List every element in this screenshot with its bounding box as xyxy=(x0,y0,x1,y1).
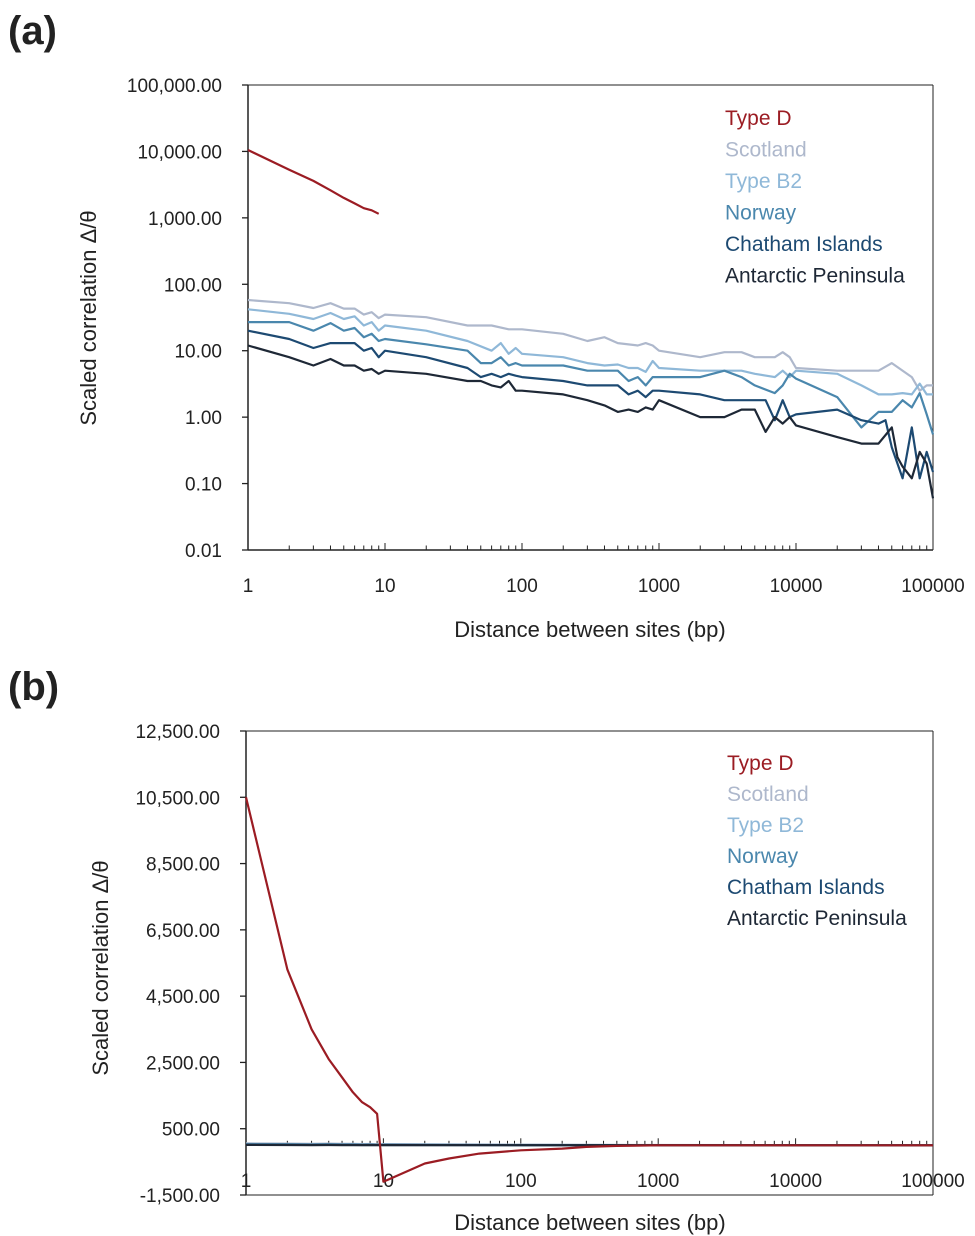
x-tick-label: 100 xyxy=(506,576,538,597)
series-line-type-d xyxy=(247,149,380,215)
legend-item: Antarctic Peninsula xyxy=(727,907,907,930)
series-line-norway xyxy=(248,321,935,435)
y-tick-label: 100,000.00 xyxy=(127,76,222,97)
x-tick-label: 1000 xyxy=(638,576,680,597)
x-tick-label: 10000 xyxy=(770,576,823,597)
x-tick-label: 10000 xyxy=(769,1171,822,1192)
panel-label: (a) xyxy=(8,9,57,53)
series-line-chatham-islands xyxy=(247,329,935,480)
series-line-scotland xyxy=(247,298,933,392)
x-tick-label: 1000 xyxy=(637,1171,679,1192)
x-tick-label: 100000 xyxy=(901,576,964,597)
y-tick-label: 12,500.00 xyxy=(135,722,220,743)
y-axis-title: Scaled correlation Δ/θ xyxy=(76,210,101,425)
y-tick-label: 1.00 xyxy=(185,408,222,429)
legend-item: Norway xyxy=(725,202,797,225)
x-axis-title: Distance between sites (bp) xyxy=(454,1210,725,1235)
series-line-antarctic-peninsula xyxy=(247,344,935,499)
legend-item: Antarctic Peninsula xyxy=(725,265,905,288)
legend-item: Scotland xyxy=(725,139,807,162)
y-tick-label: 6,500.00 xyxy=(146,921,220,942)
x-tick-label: 1 xyxy=(243,576,254,597)
x-tick-label: 10 xyxy=(374,576,395,597)
y-tick-label: 10,000.00 xyxy=(137,142,222,163)
y-tick-label: -1,500.00 xyxy=(140,1186,220,1207)
legend-item: Type D xyxy=(725,107,792,130)
y-tick-label: 1,000.00 xyxy=(148,209,222,230)
series-line-type-d xyxy=(244,797,933,1183)
legend-item: Chatham Islands xyxy=(727,876,885,899)
y-axis-title: Scaled correlation Δ/θ xyxy=(88,860,113,1075)
y-tick-label: 2,500.00 xyxy=(146,1053,220,1074)
y-tick-label: 100.00 xyxy=(164,275,222,296)
legend-item: Type B2 xyxy=(725,170,802,193)
y-tick-label: 0.10 xyxy=(185,475,222,496)
panel-label: (b) xyxy=(8,665,59,709)
x-tick-label: 1 xyxy=(241,1171,252,1192)
y-tick-label: 10.00 xyxy=(174,342,222,363)
y-tick-label: 500.00 xyxy=(162,1120,220,1141)
y-tick-label: 10,500.00 xyxy=(135,788,220,809)
legend-item: Norway xyxy=(727,845,799,868)
legend-item: Scotland xyxy=(727,783,809,806)
x-tick-label: 100 xyxy=(505,1171,537,1192)
series-line-type-b2 xyxy=(247,308,933,396)
legend-item: Chatham Islands xyxy=(725,233,883,256)
y-tick-label: 0.01 xyxy=(185,541,222,562)
legend-item: Type D xyxy=(727,752,794,775)
y-tick-label: 8,500.00 xyxy=(146,855,220,876)
x-tick-label: 100000 xyxy=(901,1171,964,1192)
x-axis-title: Distance between sites (bp) xyxy=(454,617,725,642)
y-tick-label: 4,500.00 xyxy=(146,987,220,1008)
legend-item: Type B2 xyxy=(727,814,804,837)
